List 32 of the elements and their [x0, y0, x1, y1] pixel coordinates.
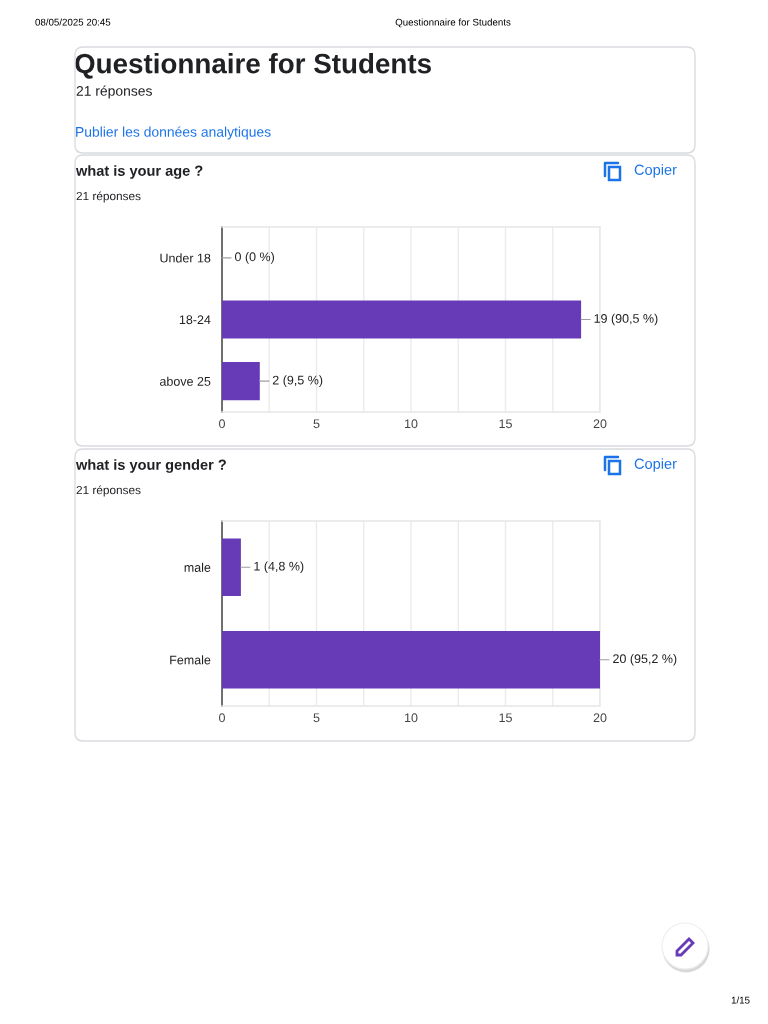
y-tick-label: Female	[170, 655, 211, 665]
data-label: 19 (90,5 %)	[594, 313, 658, 326]
y-tick-label: Under 18	[160, 253, 211, 263]
chart-title: what is your gender ?	[75, 459, 226, 473]
text: Copier	[634, 458, 677, 472]
text: Publier les données analytiques	[76, 126, 271, 140]
y-tick-label: male	[184, 562, 211, 572]
text: 21 réponses	[76, 485, 141, 497]
y-tick-label: above 25	[159, 376, 211, 386]
x-tick-label: 10	[405, 713, 418, 723]
data-label: 1 (4,8 %)	[254, 561, 304, 574]
x-tick-label: 0	[219, 713, 225, 723]
x-tick-label: 20	[593, 713, 607, 723]
x-tick-label: 15	[499, 713, 512, 723]
x-tick-label: 15	[499, 419, 512, 429]
y-tick-label: 18-24	[179, 315, 211, 325]
x-tick-label: 10	[405, 419, 418, 429]
x-tick-label: 5	[313, 419, 320, 429]
data-label: 0 (0 %)	[234, 252, 275, 264]
x-tick-label: 5	[313, 713, 320, 723]
text: Questionnaire for Students	[75, 53, 431, 79]
text: Copier	[634, 164, 677, 178]
data-label: 2 (9,5 %)	[272, 375, 323, 387]
text: 1/15	[731, 996, 750, 1004]
text: Questionnaire for Students	[395, 18, 511, 28]
text: 08/05/2025 20:45	[35, 18, 111, 26]
text: 21 réponses	[76, 191, 141, 203]
data-label: 20 (95,2 %)	[613, 653, 677, 666]
x-tick-label: 20	[593, 419, 607, 429]
x-tick-label: 0	[219, 419, 225, 429]
chart-title: what is your age ?	[75, 165, 203, 179]
text: 21 réponses	[76, 85, 152, 99]
